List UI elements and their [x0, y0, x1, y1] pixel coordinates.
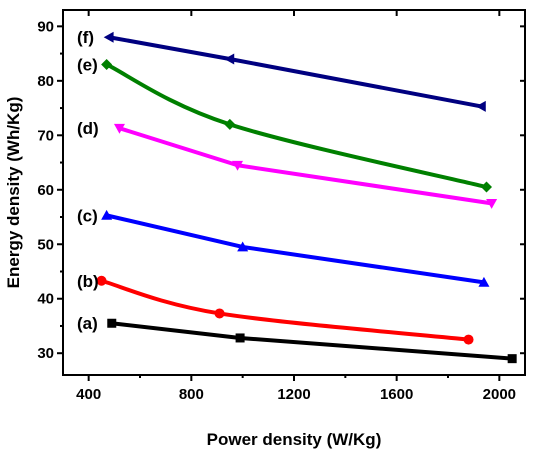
data-point-b	[463, 334, 474, 345]
series-line-c	[104, 213, 486, 285]
y-axis-title: Energy density (Wh/Kg)	[4, 97, 23, 289]
data-point-e	[481, 181, 492, 193]
data-point-c	[237, 241, 249, 252]
series-label-a: (a)	[77, 314, 98, 333]
data-point-d	[232, 160, 244, 171]
data-point-e	[101, 58, 113, 70]
x-tick-label: 800	[179, 386, 204, 403]
y-tick-label: 80	[37, 73, 54, 90]
x-tick-label: 400	[76, 386, 101, 403]
y-tick-label: 50	[37, 236, 54, 253]
plot-frame	[62, 9, 526, 376]
data-point-d	[113, 123, 125, 134]
series-label-e: (e)	[77, 55, 98, 74]
data-point-f	[224, 53, 235, 65]
x-tick-label: 2000	[483, 386, 516, 403]
series-label-b: (b)	[77, 272, 99, 291]
y-tick-label: 70	[37, 127, 54, 144]
series-label-d: (d)	[77, 119, 99, 138]
data-point-b	[214, 308, 225, 319]
data-point-c	[478, 276, 490, 287]
y-tick-label: 90	[37, 18, 54, 35]
series-label-f: (f)	[77, 28, 94, 47]
data-point-d	[486, 198, 498, 209]
data-point-b	[96, 275, 107, 286]
data-point-a	[507, 354, 517, 364]
series-line-b	[99, 278, 471, 342]
data-point-f	[103, 31, 114, 43]
x-axis-title: Power density (W/Kg)	[207, 430, 382, 449]
data-point-a	[235, 333, 245, 343]
y-tick-label: 30	[37, 345, 54, 362]
data-point-e	[224, 118, 236, 130]
series-line-d	[117, 126, 494, 206]
series-line-a	[109, 321, 515, 361]
x-tick-label: 1600	[380, 386, 413, 403]
y-tick-label: 60	[37, 182, 54, 199]
series-label-c: (c)	[77, 206, 98, 225]
data-point-f	[475, 100, 486, 112]
data-point-c	[101, 209, 113, 220]
series-line-e	[104, 62, 489, 190]
x-tick-label: 1200	[277, 386, 310, 403]
y-tick-label: 40	[37, 291, 54, 308]
data-point-a	[107, 318, 117, 328]
